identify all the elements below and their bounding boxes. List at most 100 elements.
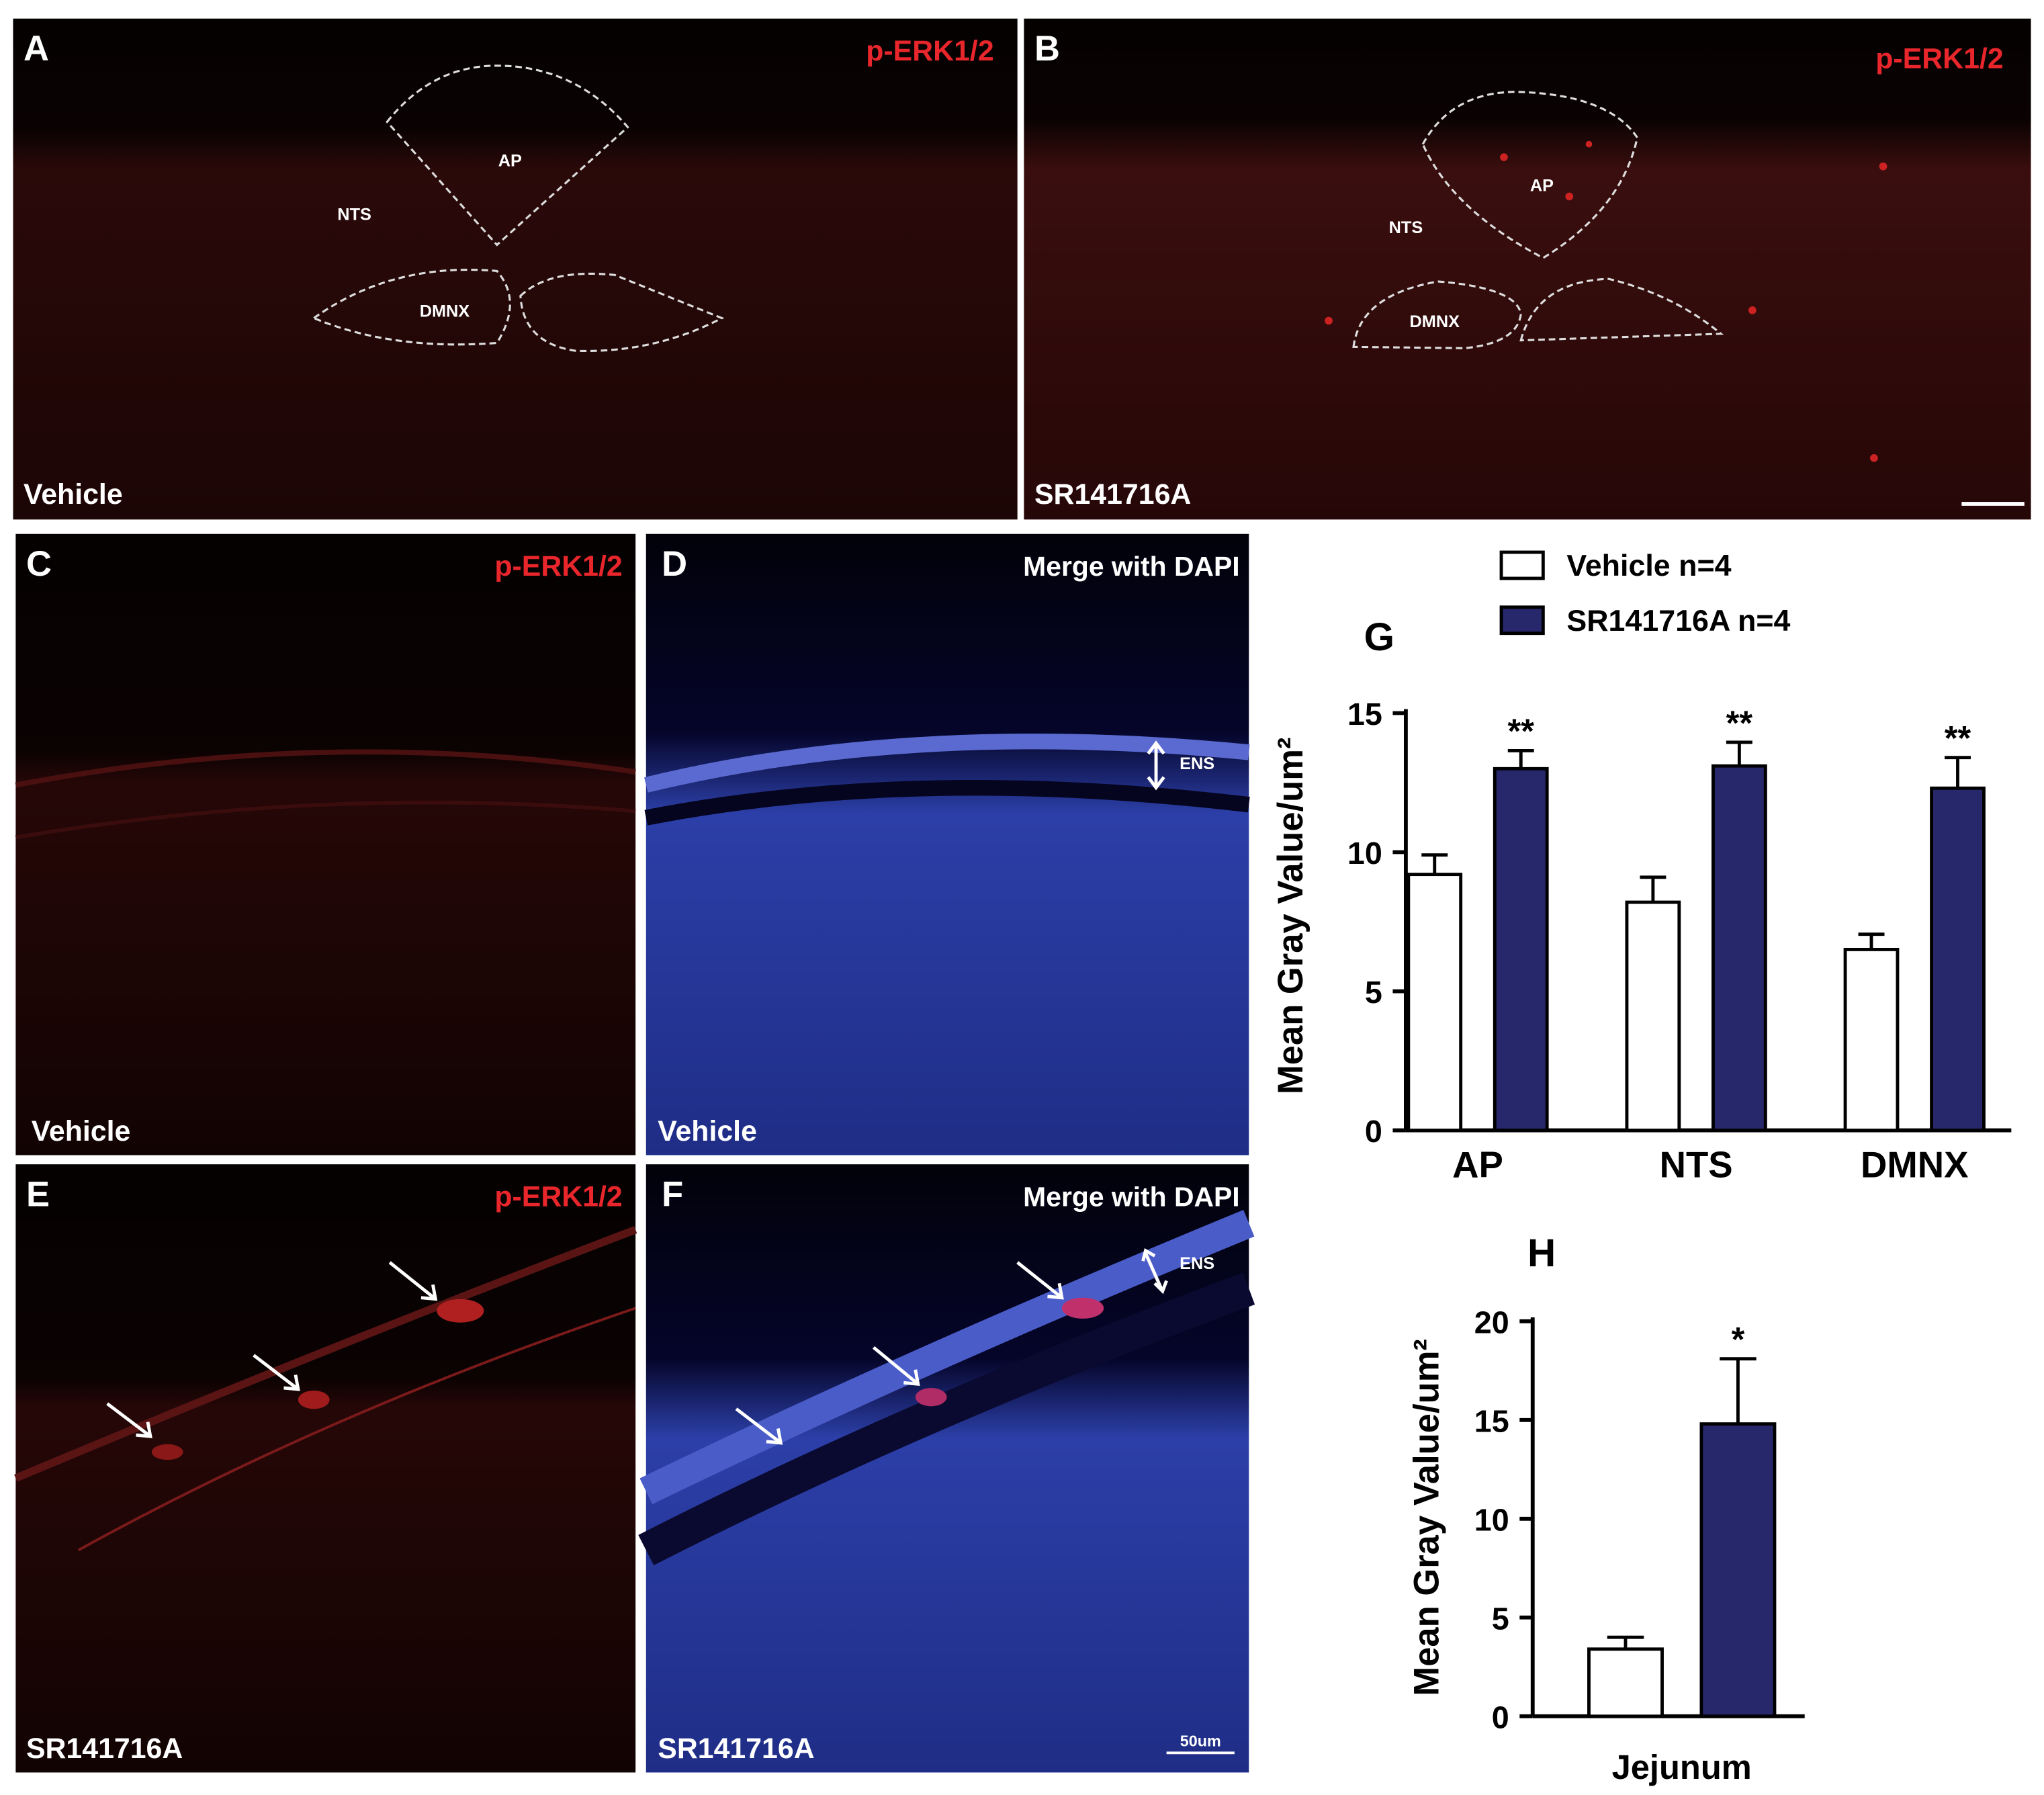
bar <box>1712 764 1767 1132</box>
region-label: DMNX <box>420 302 470 321</box>
panel-letter: H <box>1527 1231 1556 1275</box>
error-bar <box>1726 740 1752 767</box>
panel-letter: F <box>662 1174 683 1214</box>
region-label: ENS <box>1180 1254 1214 1273</box>
error-bar <box>1720 1357 1757 1424</box>
annotation: ** <box>1726 703 1753 742</box>
panel-letter: G <box>1364 615 1394 659</box>
marker-label: p-ERK1/2 <box>494 550 622 582</box>
x-tick-label: DMNX <box>1861 1145 1968 1186</box>
legend-label: Vehicle n=4 <box>1566 549 1731 582</box>
error-bar <box>1945 756 1971 789</box>
tissue <box>77 1307 636 1552</box>
y-tick-label: 0 <box>1365 1114 1382 1149</box>
panel-a: A p-ERK1/2 Vehicle AP NTS DMNX <box>13 18 1018 520</box>
marker-label: p-ERK1/2 <box>1875 43 2003 75</box>
region-label: DMNX <box>1410 312 1460 331</box>
tissue <box>15 749 636 788</box>
tissue <box>15 800 636 840</box>
y-tick-label: 5 <box>1492 1601 1509 1636</box>
micrograph <box>1024 18 2031 520</box>
arrow <box>872 1346 920 1386</box>
error-bar <box>1858 932 1885 950</box>
marker-label: p-ERK1/2 <box>494 1180 622 1213</box>
condition-label: SR141716A <box>1034 478 1191 511</box>
tissue <box>14 1226 637 1482</box>
panel-letter: A <box>24 29 49 69</box>
x-tick-label: NTS <box>1660 1145 1733 1186</box>
legend-label: SR141716A n=4 <box>1566 604 1790 638</box>
arrow <box>106 1402 152 1438</box>
micrograph <box>15 1164 636 1773</box>
x-tick-label: AP <box>1452 1145 1503 1186</box>
bar <box>1493 767 1549 1132</box>
bar <box>1587 1647 1664 1718</box>
arrow <box>735 1407 783 1445</box>
panel-c: C p-ERK1/2 Vehicle <box>15 533 636 1155</box>
y-tick-label: 5 <box>1365 975 1382 1010</box>
bar <box>1843 947 1900 1132</box>
panel-letter: E <box>26 1174 50 1214</box>
ens-arrow <box>1141 1247 1168 1295</box>
tissue <box>644 780 1250 826</box>
outline <box>1519 277 1724 342</box>
panel-d: ENS D Merge with DAPI Vehicle <box>644 533 1250 1155</box>
y-tick-label: 10 <box>1347 836 1382 871</box>
annotation: * <box>1732 1320 1745 1358</box>
y-tick-label: 10 <box>1474 1502 1509 1537</box>
panel-f: ENS 50um F Merge with DAPI SR141716A <box>638 1164 1255 1773</box>
outline <box>1421 91 1639 259</box>
y-tick-label: 0 <box>1492 1700 1509 1735</box>
ens-arrow <box>1147 740 1165 791</box>
scale-label: 50um <box>1180 1733 1221 1750</box>
micrograph <box>15 533 636 1155</box>
error-bar <box>1507 748 1534 769</box>
tissue <box>638 1272 1255 1566</box>
y-axis-label: Mean Gray Value/um² <box>1407 1339 1447 1696</box>
region-label: ENS <box>1180 754 1214 773</box>
condition-label: SR141716A <box>658 1733 814 1765</box>
marker-label: Merge with DAPI <box>1023 551 1240 582</box>
condition-label: Vehicle <box>658 1115 757 1147</box>
condition-label: Vehicle <box>24 478 123 511</box>
annotation: ** <box>1508 712 1535 750</box>
legend-swatch <box>1499 605 1545 636</box>
outline <box>386 64 629 247</box>
error-bar <box>1640 875 1667 903</box>
marker-label: Merge with DAPI <box>1023 1181 1240 1212</box>
region-label: AP <box>1530 177 1554 195</box>
condition-label: SR141716A <box>26 1733 183 1765</box>
y-axis-label: Mean Gray Value/um² <box>1271 738 1310 1095</box>
arrow <box>253 1354 300 1391</box>
region-label: NTS <box>337 206 371 224</box>
tissue <box>639 1209 1255 1505</box>
panel-letter: B <box>1034 29 1060 69</box>
arrow <box>1016 1261 1064 1300</box>
signal <box>151 1444 183 1460</box>
condition-label: Vehicle <box>32 1115 131 1147</box>
panel-letter: C <box>26 544 52 584</box>
annotation: ** <box>1945 719 1971 757</box>
micrograph <box>646 533 1249 1155</box>
bar <box>1699 1422 1777 1718</box>
y-tick-label: 20 <box>1474 1305 1509 1340</box>
marker-label: p-ERK1/2 <box>866 35 993 67</box>
legend-swatch <box>1499 550 1545 580</box>
outline <box>519 272 725 353</box>
panel-e: E p-ERK1/2 SR141716A <box>14 1164 637 1773</box>
y-tick-label: 15 <box>1474 1403 1509 1438</box>
outline <box>1352 280 1522 349</box>
micrograph <box>13 18 1018 520</box>
error-bar <box>1421 853 1448 875</box>
signal <box>1325 140 1887 462</box>
bar <box>1930 786 1986 1132</box>
y-tick-label: 15 <box>1347 697 1382 732</box>
region-label: NTS <box>1389 218 1423 237</box>
region-label: AP <box>498 152 522 171</box>
signal <box>915 1388 947 1407</box>
arrow <box>388 1261 438 1301</box>
signal <box>298 1390 330 1409</box>
panel-letter: D <box>662 544 687 584</box>
